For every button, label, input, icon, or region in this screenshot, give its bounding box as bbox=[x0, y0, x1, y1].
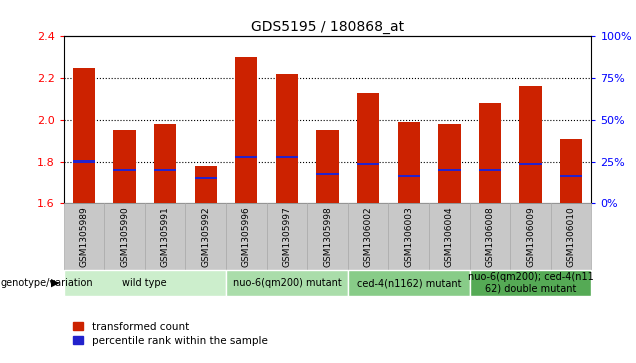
Bar bbox=[560, 139, 583, 203]
Text: GSM1305990: GSM1305990 bbox=[120, 207, 129, 267]
Bar bbox=[348, 203, 389, 270]
Text: GSM1306002: GSM1306002 bbox=[364, 207, 373, 267]
Bar bbox=[235, 156, 258, 158]
Bar bbox=[73, 160, 95, 163]
Bar bbox=[560, 175, 583, 177]
Bar bbox=[348, 270, 469, 296]
Bar bbox=[469, 203, 510, 270]
Bar bbox=[479, 169, 501, 171]
Bar bbox=[186, 203, 226, 270]
Text: GSM1306008: GSM1306008 bbox=[485, 207, 494, 267]
Text: GSM1306004: GSM1306004 bbox=[445, 207, 454, 267]
Bar bbox=[113, 169, 135, 171]
Text: GSM1305989: GSM1305989 bbox=[80, 207, 88, 267]
Text: nuo-6(qm200); ced-4(n11
62) double mutant: nuo-6(qm200); ced-4(n11 62) double mutan… bbox=[467, 272, 593, 294]
Text: wild type: wild type bbox=[123, 278, 167, 288]
Text: GSM1306009: GSM1306009 bbox=[526, 207, 535, 267]
Text: GSM1305997: GSM1305997 bbox=[282, 207, 291, 267]
Bar bbox=[64, 270, 226, 296]
Text: genotype/variation: genotype/variation bbox=[1, 278, 93, 288]
Bar bbox=[389, 203, 429, 270]
Bar bbox=[357, 93, 379, 203]
Bar bbox=[104, 203, 145, 270]
Bar bbox=[316, 130, 339, 203]
Bar bbox=[520, 163, 542, 165]
Text: ▶: ▶ bbox=[52, 278, 60, 288]
Text: GSM1305991: GSM1305991 bbox=[161, 207, 170, 267]
Text: GSM1305996: GSM1305996 bbox=[242, 207, 251, 267]
Bar bbox=[316, 173, 339, 175]
Text: ced-4(n1162) mutant: ced-4(n1162) mutant bbox=[357, 278, 461, 288]
Text: GSM1305998: GSM1305998 bbox=[323, 207, 332, 267]
Bar bbox=[145, 203, 186, 270]
Bar bbox=[276, 74, 298, 203]
Text: GSM1306003: GSM1306003 bbox=[404, 207, 413, 267]
Bar bbox=[226, 270, 348, 296]
Bar bbox=[195, 166, 217, 203]
Bar bbox=[154, 169, 176, 171]
Bar bbox=[520, 86, 542, 203]
Bar bbox=[551, 203, 591, 270]
Bar bbox=[64, 203, 104, 270]
Bar bbox=[469, 270, 591, 296]
Bar bbox=[235, 57, 258, 203]
Bar bbox=[195, 177, 217, 179]
Text: GSM1306010: GSM1306010 bbox=[567, 207, 576, 267]
Bar bbox=[479, 103, 501, 203]
Legend: transformed count, percentile rank within the sample: transformed count, percentile rank withi… bbox=[69, 317, 272, 350]
Bar bbox=[113, 130, 135, 203]
Title: GDS5195 / 180868_at: GDS5195 / 180868_at bbox=[251, 20, 404, 34]
Text: nuo-6(qm200) mutant: nuo-6(qm200) mutant bbox=[233, 278, 342, 288]
Bar bbox=[154, 124, 176, 203]
Bar bbox=[438, 169, 460, 171]
Bar bbox=[73, 68, 95, 203]
Bar bbox=[429, 203, 469, 270]
Bar bbox=[266, 203, 307, 270]
Bar bbox=[398, 122, 420, 203]
Bar bbox=[438, 124, 460, 203]
Bar bbox=[276, 156, 298, 158]
Bar bbox=[398, 175, 420, 177]
Bar bbox=[510, 203, 551, 270]
Bar bbox=[357, 163, 379, 165]
Bar bbox=[307, 203, 348, 270]
Bar bbox=[226, 203, 266, 270]
Text: GSM1305992: GSM1305992 bbox=[201, 207, 211, 267]
